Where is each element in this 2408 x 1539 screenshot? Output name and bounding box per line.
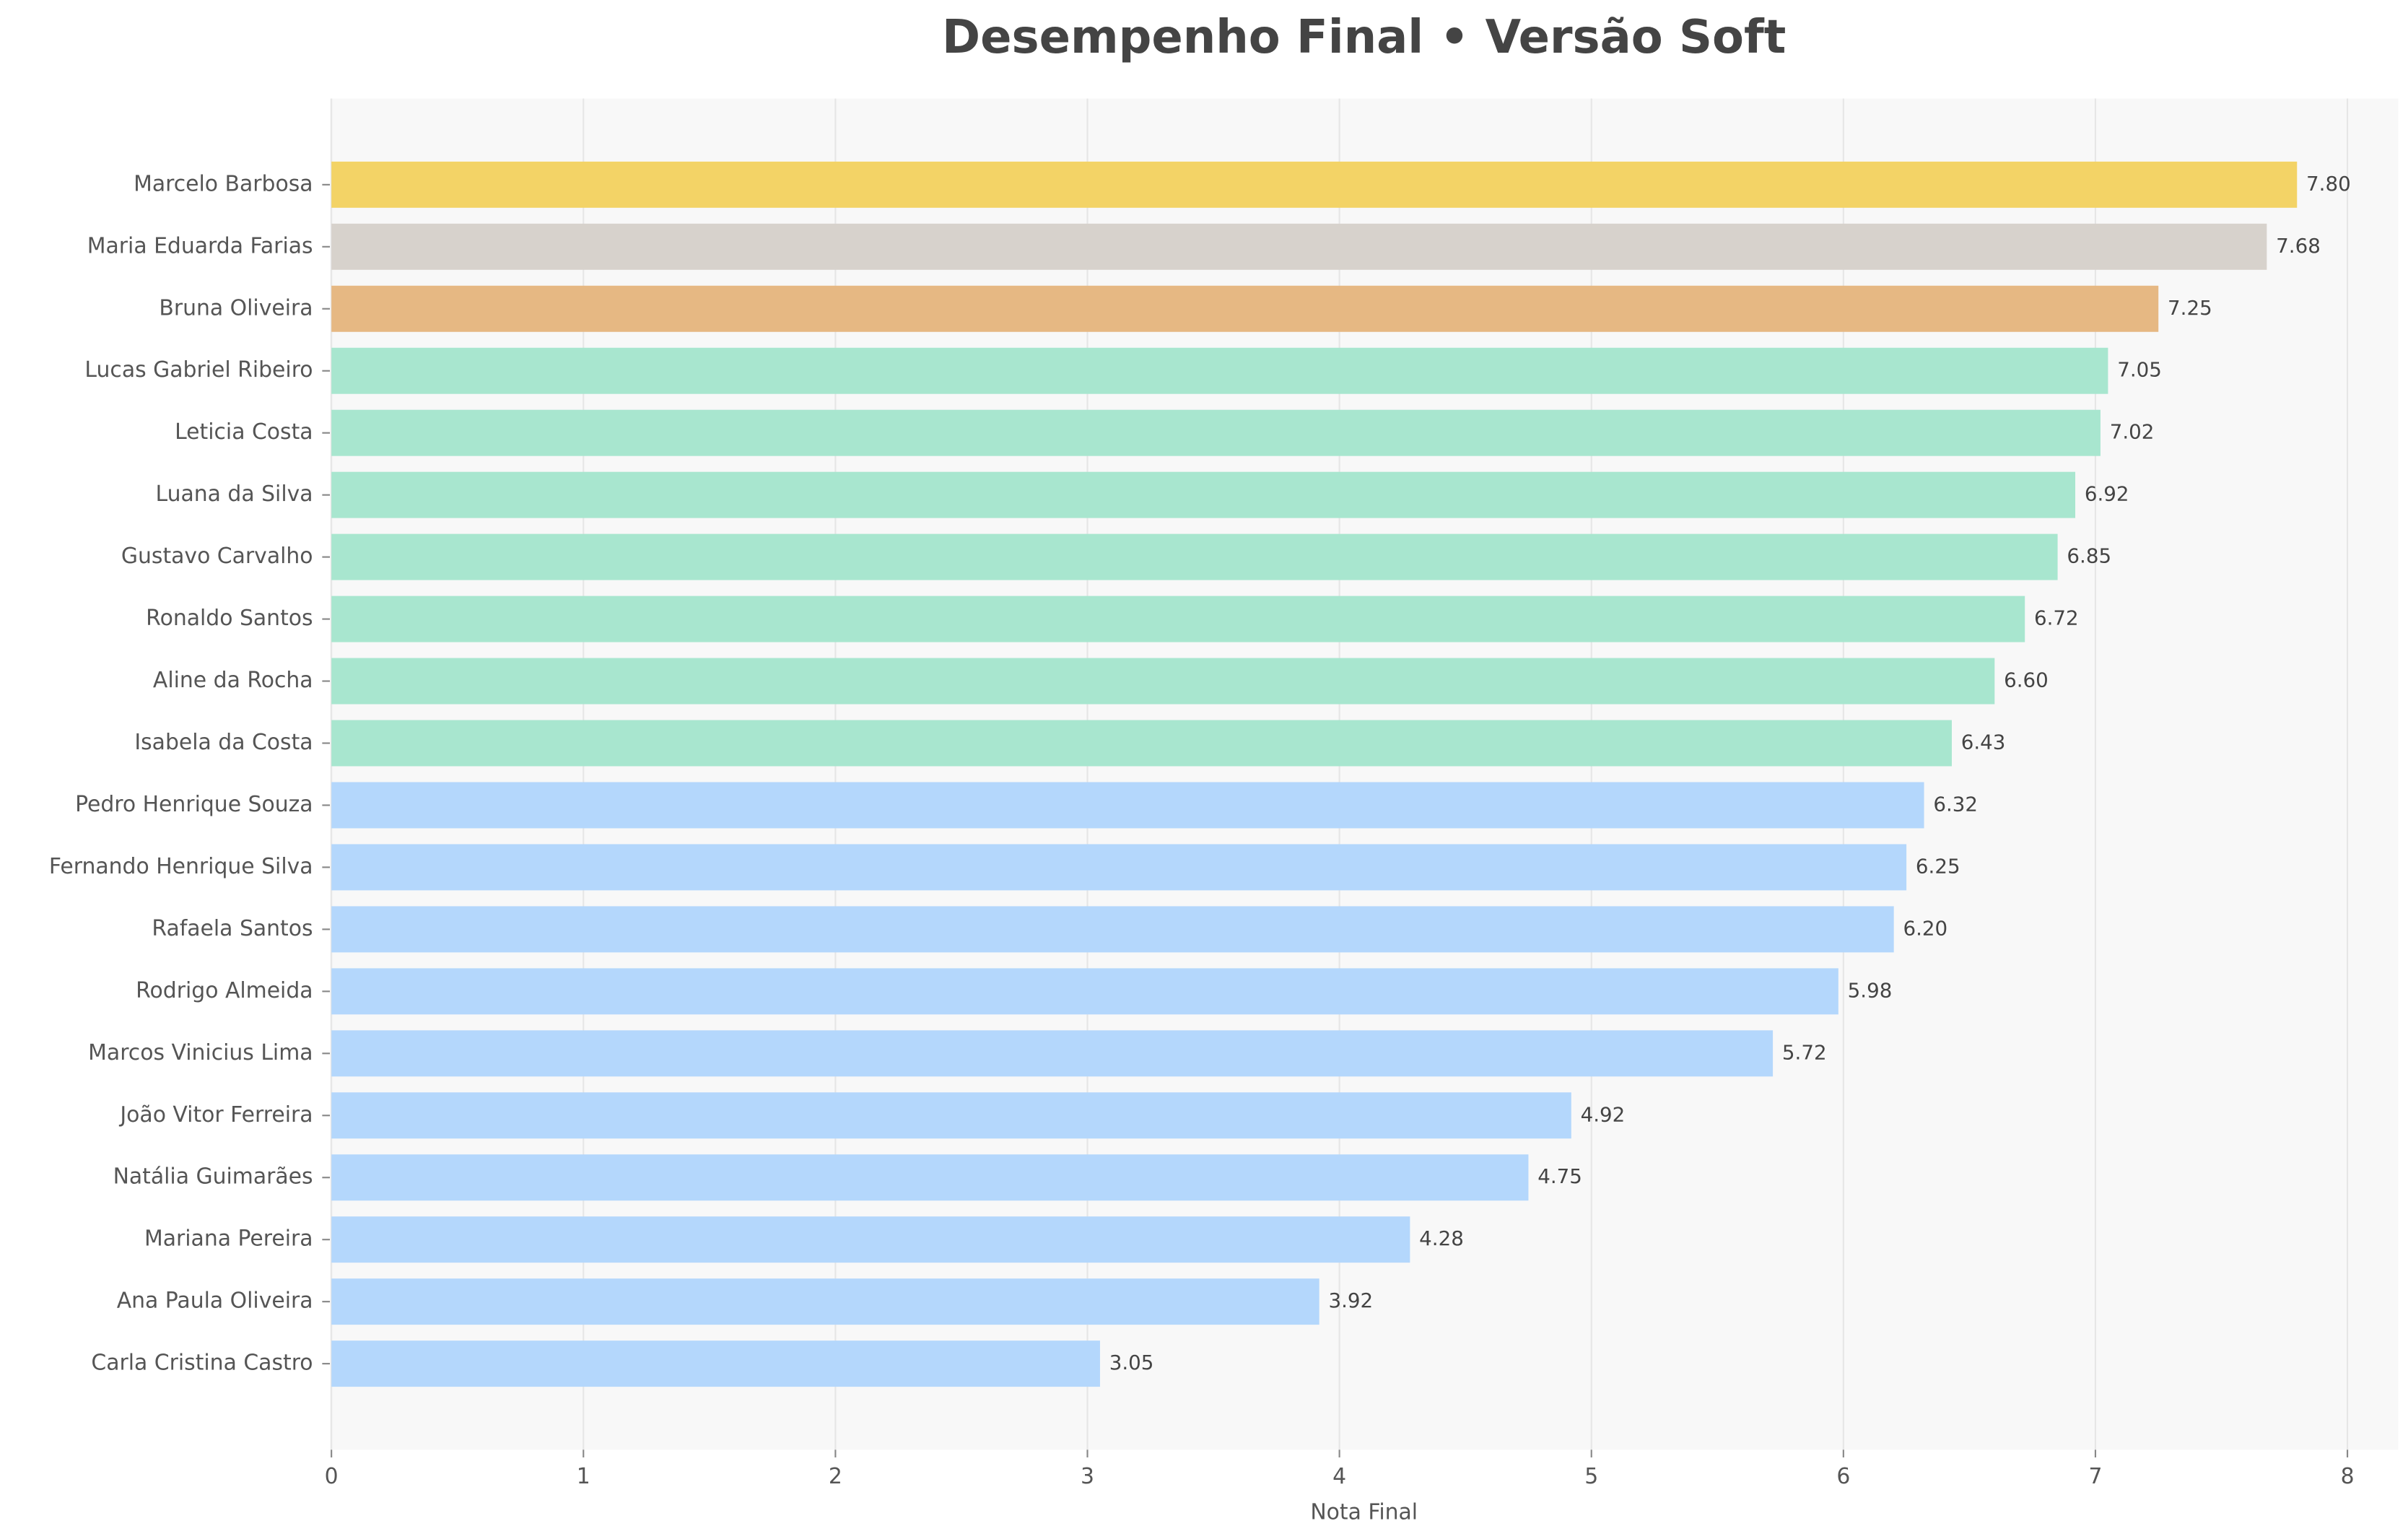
x-tick-label: 5	[1584, 1464, 1598, 1489]
bar	[331, 533, 2058, 580]
bar	[331, 1030, 1774, 1077]
y-tick-label: Lucas Gabriel Ribeiro	[84, 357, 313, 383]
bar	[331, 1092, 1571, 1139]
bar	[331, 596, 2025, 642]
bar	[331, 471, 2076, 518]
value-label: 6.92	[2085, 482, 2129, 506]
y-tick-label: Isabela da Costa	[134, 730, 313, 755]
y-tick-label: Pedro Henrique Souza	[75, 792, 313, 817]
bar	[331, 1278, 1319, 1325]
x-tick-label: 2	[829, 1464, 842, 1489]
value-label: 6.32	[1933, 792, 1978, 816]
y-tick-label: Marcelo Barbosa	[134, 171, 313, 196]
y-tick-label: Natália Guimarães	[113, 1164, 313, 1190]
x-tick-label: 6	[1836, 1464, 1850, 1489]
value-label: 6.25	[1916, 854, 1960, 878]
value-label: 6.72	[2034, 606, 2079, 630]
y-tick-label: Leticia Costa	[175, 419, 313, 445]
value-label: 7.05	[2117, 358, 2162, 382]
x-tick-label: 3	[1081, 1464, 1094, 1489]
bar	[331, 658, 1995, 705]
y-tick-label: Maria Eduarda Farias	[87, 233, 313, 258]
y-tick-label: João Vitor Ferreira	[118, 1102, 313, 1128]
bar	[331, 782, 1924, 829]
value-label: 3.05	[1109, 1351, 1154, 1374]
y-tick-label: Gustavo Carvalho	[121, 544, 313, 569]
bar	[331, 409, 2101, 456]
y-tick-label: Mariana Pereira	[144, 1226, 313, 1252]
bar	[331, 906, 1894, 953]
value-label: 4.75	[1537, 1164, 1582, 1188]
x-tick-label: 1	[577, 1464, 590, 1489]
x-axis-label: Nota Final	[1310, 1499, 1418, 1525]
value-label: 7.68	[2276, 234, 2321, 258]
x-tick-label: 8	[2341, 1464, 2355, 1489]
x-tick-label: 4	[1332, 1464, 1346, 1489]
bar	[331, 347, 2108, 394]
value-label: 7.80	[2306, 172, 2351, 196]
y-tick-label: Carla Cristina Castro	[91, 1351, 313, 1376]
value-label: 4.28	[1419, 1226, 1464, 1250]
bar	[331, 968, 1838, 1015]
value-label: 7.25	[2168, 296, 2212, 320]
value-label: 6.20	[1903, 916, 1947, 940]
y-tick-label: Bruna Oliveira	[159, 295, 313, 321]
bar	[331, 720, 1952, 767]
value-label: 6.43	[1961, 731, 2006, 754]
value-label: 4.92	[1581, 1102, 1626, 1126]
y-tick-label: Ana Paula Oliveira	[117, 1289, 313, 1314]
y-tick-label: Rodrigo Almeida	[136, 978, 313, 1003]
y-tick-label: Aline da Rocha	[153, 668, 313, 693]
bar	[331, 223, 2267, 270]
x-tick-label: 0	[325, 1464, 339, 1489]
bar	[331, 1340, 1100, 1387]
value-label: 6.60	[2004, 668, 2049, 692]
bar	[331, 285, 2159, 332]
y-tick-label: Ronaldo Santos	[146, 606, 313, 631]
value-label: 5.72	[1782, 1040, 1827, 1064]
bar	[331, 161, 2298, 208]
chart-title: Desempenho Final • Versão Soft	[942, 11, 1786, 64]
bar	[331, 844, 1907, 891]
bar	[331, 1216, 1410, 1263]
y-tick-label: Rafaela Santos	[152, 916, 313, 941]
y-tick-label: Fernando Henrique Silva	[49, 854, 313, 879]
value-label: 5.98	[1848, 978, 1893, 1002]
x-tick-label: 7	[2088, 1464, 2102, 1489]
bar	[331, 1154, 1529, 1201]
value-label: 3.92	[1328, 1289, 1373, 1312]
y-tick-label: Luana da Silva	[155, 481, 313, 507]
y-tick-label: Marcos Vinicius Lima	[88, 1040, 313, 1065]
value-label: 7.02	[2110, 420, 2155, 444]
value-label: 6.85	[2067, 544, 2111, 568]
